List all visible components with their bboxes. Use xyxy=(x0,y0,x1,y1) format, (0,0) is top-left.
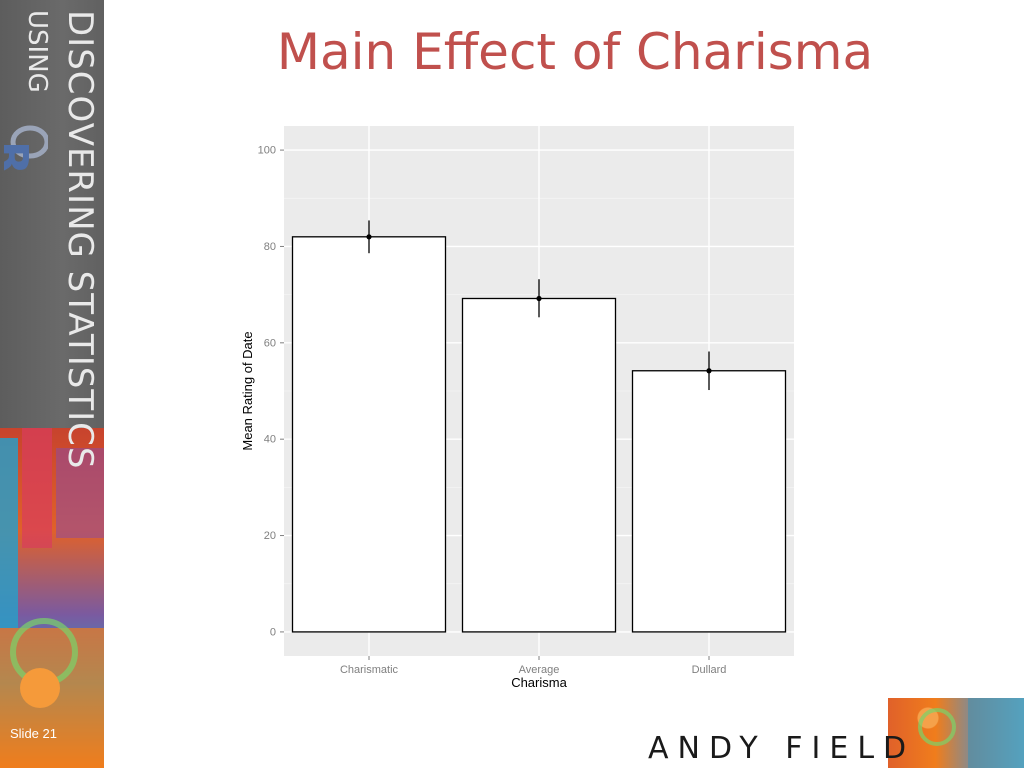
page-title: Main Effect of Charisma xyxy=(276,23,874,81)
bar-charismatic xyxy=(291,236,447,633)
sidebar-title: DISCOVERING STATISTICS USING R xyxy=(0,0,104,470)
svg-text:R: R xyxy=(4,141,37,175)
slide-number: Slide 21 xyxy=(10,726,57,741)
x-axis-ticks: Charismatic Average Dullard xyxy=(340,656,726,676)
x-axis-label: Charisma xyxy=(511,675,567,690)
sidebar-title-discovering: DISCOVERING STATISTICS xyxy=(60,10,100,470)
sidebar-logo-panel xyxy=(0,0,104,428)
bar-dullard xyxy=(631,370,787,633)
bar-chart: 0 20 40 60 80 100 Charismatic Average Dullard C… xyxy=(240,126,794,690)
corner-decorative-art xyxy=(888,698,1024,768)
y-axis-label: Mean Rating of Date xyxy=(240,331,255,450)
x-tick-label: Average xyxy=(519,664,560,676)
y-tick-label: 40 xyxy=(264,434,276,446)
y-tick-label: 20 xyxy=(264,530,276,542)
x-tick-label: Charismatic xyxy=(340,664,399,676)
bar-average xyxy=(461,297,617,633)
x-tick-label: Dullard xyxy=(692,664,727,676)
y-tick-label: 0 xyxy=(270,626,276,638)
y-tick-label: 100 xyxy=(258,145,276,157)
sidebar-decorative-art xyxy=(0,428,104,768)
sidebar: DISCOVERING STATISTICS USING R Slide 21 xyxy=(0,0,104,768)
bars xyxy=(291,220,787,633)
r-logo-icon: R xyxy=(4,125,48,175)
mean-point xyxy=(366,234,372,240)
mean-point xyxy=(536,295,542,302)
y-tick-label: 60 xyxy=(264,337,276,349)
brand-name: ANDY FIELD xyxy=(648,731,916,766)
mean-point xyxy=(706,368,712,374)
y-axis-ticks: 0 20 40 60 80 100 xyxy=(258,145,284,638)
y-tick-label: 80 xyxy=(264,241,276,253)
